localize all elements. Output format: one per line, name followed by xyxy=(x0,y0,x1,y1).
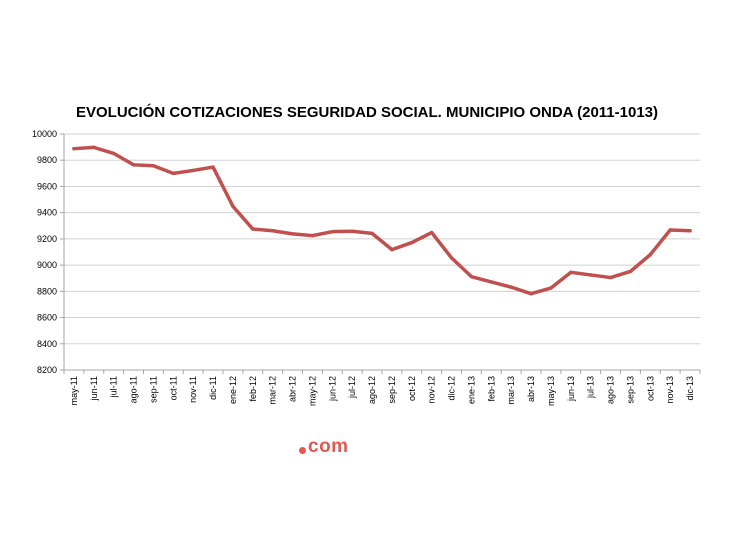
data-point xyxy=(350,229,354,233)
data-point xyxy=(688,229,692,233)
y-tick-label: 9000 xyxy=(37,260,57,270)
data-point xyxy=(469,274,474,279)
x-tick-label: feb-13 xyxy=(486,376,496,402)
data-point xyxy=(191,168,195,173)
data-point xyxy=(489,280,494,284)
series-layer xyxy=(72,145,692,296)
x-tick-label: abr-12 xyxy=(288,376,298,402)
logo-dot xyxy=(299,446,306,454)
data-point xyxy=(211,165,215,169)
x-tick-label: sep-13 xyxy=(625,376,635,404)
x-tick-label: oct-13 xyxy=(645,376,655,401)
x-tick-label: sep-11 xyxy=(148,376,158,403)
x-tick-label: nov-11 xyxy=(188,376,198,403)
data-point xyxy=(111,151,116,156)
x-tick-label: ago-12 xyxy=(367,376,377,404)
data-point xyxy=(390,247,394,252)
data-point xyxy=(290,232,295,236)
y-axis-ticks: 8200 8400 8600 8800 9000 9200 9400 9600 9800 1000… xyxy=(32,129,64,375)
x-tick-label: oct-11 xyxy=(168,376,178,400)
data-point xyxy=(310,233,315,238)
y-tick-label: 8200 xyxy=(37,365,57,375)
y-tick-label: 9600 xyxy=(37,181,57,191)
x-axis-ticks: may-11 jun-11 jul-11 ago-11 sep-11 oct-11 nov-… xyxy=(63,370,701,406)
data-point xyxy=(509,285,513,289)
x-tick-label: abr-13 xyxy=(526,376,536,402)
x-tick-label: dic-11 xyxy=(208,376,218,400)
x-tick-label: feb-12 xyxy=(248,376,258,402)
x-tick-label: nov-12 xyxy=(427,376,437,404)
data-point xyxy=(588,273,593,277)
data-point xyxy=(628,269,633,274)
x-tick-label: ene-12 xyxy=(228,376,238,404)
x-tick-label: nov-13 xyxy=(665,376,675,404)
chart-title: EVOLUCIÓN COTIZACIONES SEGURIDAD SOCIAL.… xyxy=(76,103,658,121)
data-point xyxy=(251,227,255,231)
y-tick-label: 10000 xyxy=(32,129,57,139)
x-tick-label: oct-12 xyxy=(407,376,417,401)
data-point xyxy=(668,228,672,232)
x-tick-label: dic-12 xyxy=(447,376,457,401)
x-tick-label: mar-12 xyxy=(268,376,278,405)
data-point xyxy=(608,275,613,280)
x-tick-label: jul-13 xyxy=(586,376,596,399)
data-point xyxy=(449,256,454,260)
data-point xyxy=(131,163,136,167)
x-tick-label: jun-13 xyxy=(566,376,576,402)
y-tick-label: 9800 xyxy=(37,155,57,165)
x-tick-label: ene-13 xyxy=(466,376,476,404)
data-point xyxy=(529,291,533,296)
x-tick-label: may-11 xyxy=(69,376,79,405)
data-point xyxy=(330,229,335,234)
x-tick-label: may-12 xyxy=(307,376,317,406)
data-point xyxy=(92,145,96,150)
y-tick-label: 8400 xyxy=(37,339,57,349)
series-line xyxy=(72,145,692,296)
x-tick-label: jul-12 xyxy=(347,376,357,399)
data-point xyxy=(569,270,573,275)
x-tick-label: ago-11 xyxy=(129,376,139,403)
y-tick-label: 8800 xyxy=(37,286,57,296)
data-point xyxy=(429,230,434,235)
data-point xyxy=(72,146,76,151)
y-tick-label: 8600 xyxy=(37,313,57,323)
com-logo: com xyxy=(299,436,349,458)
gridlines xyxy=(63,133,700,371)
x-tick-label: jul-11 xyxy=(109,376,119,398)
x-tick-label: may-13 xyxy=(546,376,556,406)
data-point xyxy=(151,164,156,168)
data-point xyxy=(370,231,374,236)
data-point xyxy=(549,286,553,290)
data-point xyxy=(270,229,275,233)
x-tick-label: jun-11 xyxy=(89,376,99,401)
y-tick-label: 9400 xyxy=(37,208,57,218)
x-tick-label: mar-13 xyxy=(506,376,516,405)
data-point xyxy=(648,252,653,257)
data-point xyxy=(410,240,414,245)
x-tick-label: sep-12 xyxy=(387,376,397,404)
data-point xyxy=(231,204,235,209)
y-tick-label: 9200 xyxy=(37,234,57,244)
logo-text: com xyxy=(308,436,349,457)
x-tick-label: dic-13 xyxy=(685,376,695,401)
data-point xyxy=(171,171,176,176)
x-tick-label: jun-12 xyxy=(327,376,337,402)
x-tick-label: ago-13 xyxy=(606,376,616,404)
